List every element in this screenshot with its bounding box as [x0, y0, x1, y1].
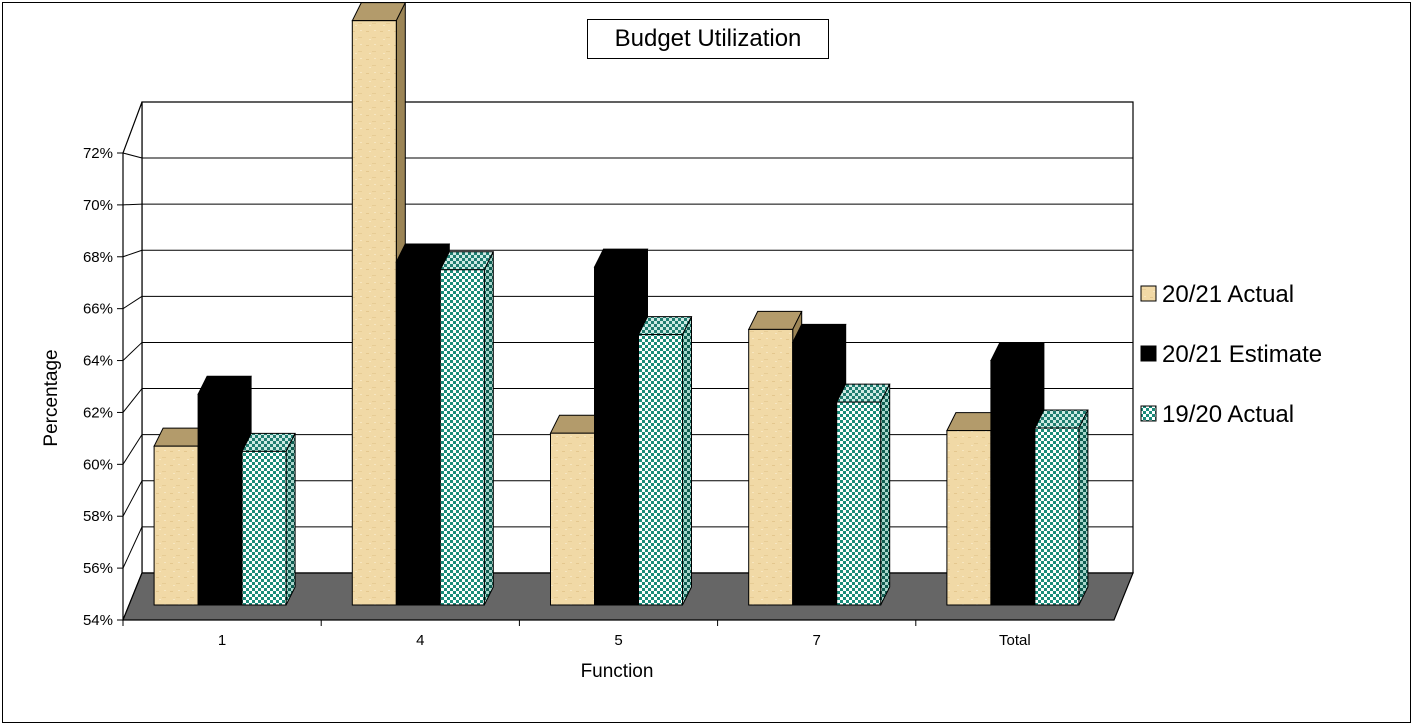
- bar-side: [285, 433, 296, 606]
- y-tick-label: 66%: [83, 301, 113, 318]
- chart-title: Budget Utilization: [587, 19, 829, 59]
- bar: [153, 427, 208, 606]
- y-tick-label: 60%: [83, 456, 113, 473]
- bar: [637, 316, 693, 606]
- y-tick-label: 72%: [83, 145, 113, 162]
- bar: [395, 243, 451, 606]
- side-wall: [122, 101, 143, 621]
- x-tick-label: 4: [416, 632, 424, 649]
- bar: [439, 251, 495, 606]
- x-tick-label: Total: [999, 632, 1031, 649]
- side-gridline: [122, 203, 143, 206]
- side-gridline: [122, 249, 143, 258]
- legend-swatch: [1140, 285, 1157, 302]
- bar-front: [241, 450, 287, 606]
- bar-front: [439, 269, 485, 606]
- x-tick-label: 7: [813, 632, 821, 649]
- bar-front: [836, 401, 882, 606]
- bar-front: [395, 261, 441, 606]
- x-tick-label: 1: [218, 632, 226, 649]
- bar: [241, 432, 296, 606]
- side-gridline: [122, 152, 143, 159]
- y-tick-label: 56%: [83, 560, 113, 577]
- x-axis-title: Function: [581, 661, 654, 682]
- bar-front: [946, 430, 992, 606]
- bar-side: [483, 251, 494, 606]
- bar-front: [351, 20, 397, 606]
- bar-front: [1034, 427, 1080, 606]
- bar-front: [153, 445, 199, 606]
- bar-front: [748, 328, 794, 606]
- y-axis-title: Percentage: [41, 349, 62, 446]
- legend-swatch: [1140, 345, 1157, 362]
- bar-side: [880, 383, 891, 606]
- side-gridline: [122, 526, 143, 569]
- bar-side: [682, 316, 692, 606]
- y-tick-label: 64%: [83, 353, 113, 370]
- bar-front: [990, 360, 1036, 606]
- bar-front: [594, 266, 639, 606]
- y-tick-label: 68%: [83, 249, 113, 266]
- bar: [1034, 409, 1089, 606]
- side-gridline: [122, 388, 143, 413]
- legend: 20/21 Actual 20/21 Estimate 19/20 Actual: [1140, 281, 1322, 428]
- side-gridline: [122, 434, 143, 465]
- legend-swatch: [1140, 405, 1157, 422]
- bar-front: [550, 432, 595, 606]
- legend-label: 19/20 Actual: [1162, 401, 1294, 428]
- x-tick-label: 5: [614, 632, 622, 649]
- y-tick-label: 70%: [83, 197, 113, 214]
- bar-front: [792, 341, 838, 606]
- legend-label: 20/21 Estimate: [1162, 341, 1322, 368]
- legend-label: 20/21 Actual: [1162, 281, 1294, 308]
- bar-side: [1078, 409, 1089, 606]
- bar: [835, 383, 891, 606]
- side-gridline: [122, 342, 143, 361]
- bar-front: [197, 393, 243, 606]
- side-gridline: [122, 480, 143, 517]
- y-tick-label: 54%: [83, 612, 113, 629]
- y-tick-label: 58%: [83, 508, 113, 525]
- side-gridline: [122, 295, 143, 310]
- y-tick-label: 62%: [83, 404, 113, 421]
- bar-front: [638, 334, 683, 606]
